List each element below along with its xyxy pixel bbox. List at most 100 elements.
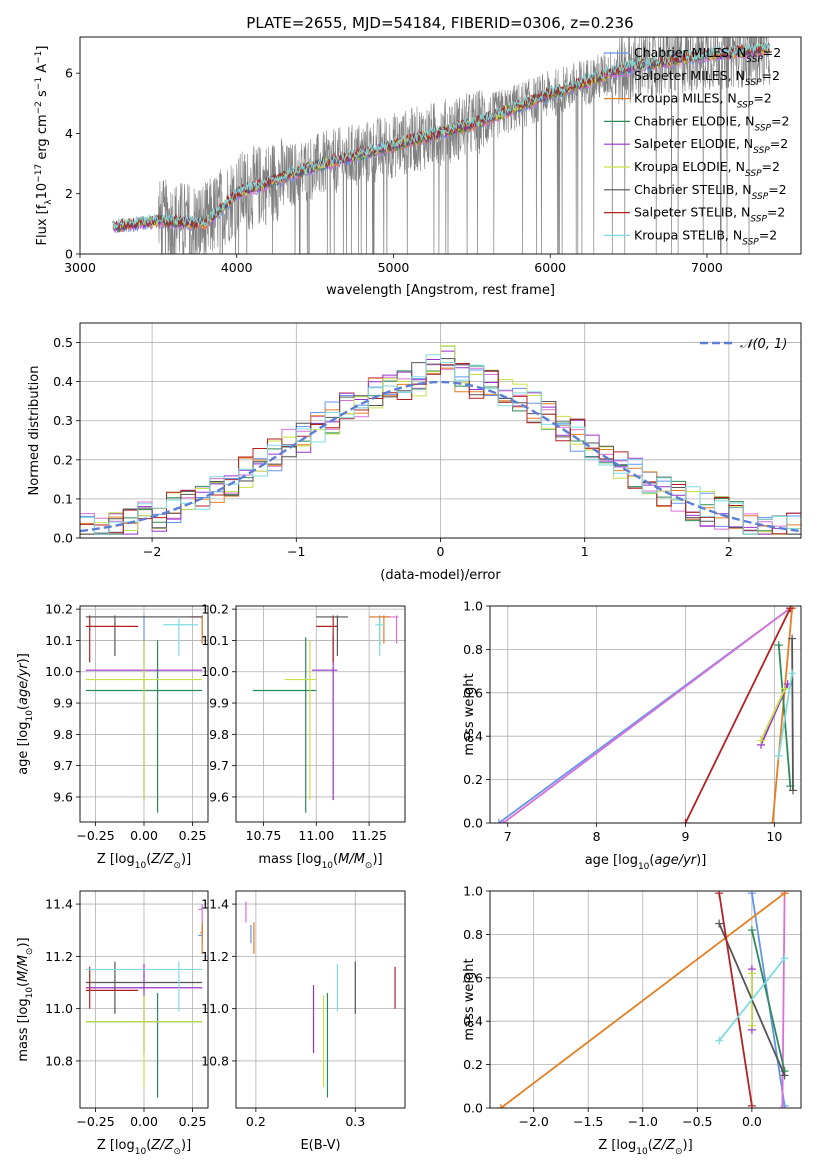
y-tick-label: 9.9 [53, 696, 73, 711]
y-tick-label: 11.4 [201, 897, 229, 912]
weight-line-8 [777, 673, 793, 756]
y-tick-label: 10.8 [201, 1053, 229, 1068]
y-tick-label: 0.4 [463, 729, 483, 744]
y-tick-label: 0.4 [463, 1014, 483, 1029]
histogram-series-7 [80, 363, 801, 535]
age-vs-z-x-label: Z [log10(Z/Z⊙)] [97, 852, 191, 871]
mass-vs-z-y-label: mass [log10(M/M⊙)] [16, 937, 35, 1061]
y-tick-label: 0.6 [463, 685, 483, 700]
y-tick-label: 0.4 [53, 374, 73, 389]
mass-vs-z-axes: −0.25 0.00 0.25 10.8 11.0 11.2 11.4 [45, 891, 208, 1129]
y-tick-label: 9.6 [53, 789, 73, 804]
mass-weight-vs-z-x-label: Z [log10(Z/Z⊙)] [598, 1138, 692, 1157]
age-vs-z-points [85, 615, 203, 813]
y-tick-label: 0 [65, 247, 73, 262]
age-vs-mass-points [252, 615, 399, 813]
age-vs-z-axes: −0.25 0.00 0.25 9.6 9.7 9.8 9.9 10.0 10.1 10.2 [45, 602, 208, 843]
legend-label: Salpeter STELIB, NSSP=2 [634, 205, 785, 225]
x-tick-label: 0.25 [179, 828, 207, 843]
spectrum-frame [79, 36, 802, 255]
y-tick-label: 10.2 [45, 602, 73, 617]
mass-weight-vs-z-y-label: mass weight [462, 958, 477, 1040]
y-tick-label: 11.0 [45, 1001, 73, 1016]
x-tick-label: 0.00 [130, 1114, 158, 1129]
x-tick-label: 0.25 [179, 1114, 207, 1129]
y-tick-label: 2 [65, 186, 73, 201]
legend-label: Chabrier MILES, NSSP=2 [634, 45, 781, 65]
age-vs-mass-axes: 10.75 11.00 11.25 9.6 9.7 9.8 9.9 10.0 10.1 10.2 [201, 602, 405, 843]
legend-label: Kroupa ELODIE, NSSP=2 [634, 159, 780, 179]
y-tick-label: 0.1 [53, 491, 73, 506]
legend-label: Chabrier STELIB, NSSP=2 [634, 182, 787, 202]
mass-vs-ebv-frame [235, 890, 406, 1109]
x-tick-label: 6000 [534, 260, 566, 275]
y-tick-label: 0.2 [53, 452, 73, 467]
x-tick-label: 4000 [221, 260, 253, 275]
x-tick-label: 9 [682, 829, 690, 844]
histogram-y-label: Normed distribution [27, 366, 42, 496]
x-tick-label: 2 [725, 544, 733, 559]
model-line-8 [112, 41, 770, 230]
mass-vs-ebv-axes: 0.2 0.3 10.8 11.0 11.2 11.4 [201, 891, 405, 1129]
mass-vs-ebv-points [245, 901, 396, 1098]
mass-vs-z-frame [79, 890, 209, 1109]
y-tick-label: 0.2 [463, 1057, 483, 1072]
x-tick-label: −0.5 [682, 1114, 712, 1129]
x-tick-label: 7 [504, 829, 512, 844]
normal-reference-curve [80, 380, 801, 533]
mass-weight-vs-z-series [496, 891, 789, 1108]
x-tick-label: 0.2 [246, 1114, 266, 1129]
y-tick-label: 1.0 [463, 884, 483, 899]
x-tick-label: −1.5 [573, 1114, 603, 1129]
y-tick-label: 9.7 [209, 758, 229, 773]
x-tick-label: 11.00 [298, 828, 334, 843]
x-tick-label: 3000 [64, 260, 96, 275]
spectrum-y-label: Flux [fλ10−17 erg cm−2 s−1 A−1] [34, 46, 54, 246]
y-tick-label: 11.4 [45, 897, 73, 912]
spectrum-axes: 3000 4000 5000 6000 7000 0 2 4 6 [64, 66, 723, 275]
weight-line-5 [760, 688, 786, 741]
y-tick-label: 0.6 [463, 970, 483, 985]
mass-weight-vs-age-frame [489, 605, 802, 824]
y-tick-label: 9.7 [53, 758, 73, 773]
y-tick-label: 9.9 [209, 696, 229, 711]
x-tick-label: 5000 [378, 260, 410, 275]
y-tick-label: 10.0 [201, 664, 229, 679]
weight-line-1 [502, 607, 791, 823]
y-tick-label: 10.8 [45, 1053, 73, 1068]
x-tick-label: −1 [287, 544, 305, 559]
model-line-6 [112, 43, 770, 232]
x-tick-label: 0.0 [742, 1114, 762, 1129]
y-tick-label: 11.2 [201, 949, 229, 964]
y-tick-label: 0.5 [53, 335, 73, 350]
y-tick-label: 1.0 [463, 599, 483, 614]
mass-weight-vs-age-y-label: mass weight [462, 673, 477, 755]
y-tick-label: 0.8 [463, 927, 483, 942]
x-tick-label: −0.25 [76, 828, 114, 843]
observed-spectrum-line [112, 37, 770, 254]
legend-label: Salpeter MILES, NSSP=2 [634, 68, 780, 88]
histogram-lines [80, 345, 801, 535]
x-tick-label: 8 [593, 829, 601, 844]
y-tick-label: 9.6 [209, 789, 229, 804]
legend-label: Salpeter ELODIE, NSSP=2 [634, 136, 788, 156]
x-tick-label: −1.0 [628, 1114, 658, 1129]
y-tick-label: 10.0 [45, 664, 73, 679]
x-tick-label: −2 [143, 544, 161, 559]
x-tick-label: −2.0 [518, 1114, 548, 1129]
weight-line-8 [718, 957, 786, 1042]
legend-label: Kroupa MILES, NSSP=2 [634, 91, 772, 111]
y-tick-label: 6 [65, 66, 73, 81]
x-tick-label: −0.25 [76, 1114, 114, 1129]
x-tick-label: 0 [437, 544, 445, 559]
figure-title: PLATE=2655, MJD=54184, FIBERID=0306, z=0… [246, 14, 633, 32]
spectrum-x-label: wavelength [Angstrom, rest frame] [326, 283, 555, 298]
y-tick-label: 10.2 [201, 602, 229, 617]
weight-line-7 [684, 607, 792, 823]
legend-label: Chabrier ELODIE, NSSP=2 [634, 113, 789, 133]
y-tick-label: 0.2 [463, 772, 483, 787]
histogram-frame [79, 322, 802, 539]
histogram-series-8 [80, 354, 801, 535]
mass-weight-vs-z-frame [489, 890, 802, 1109]
